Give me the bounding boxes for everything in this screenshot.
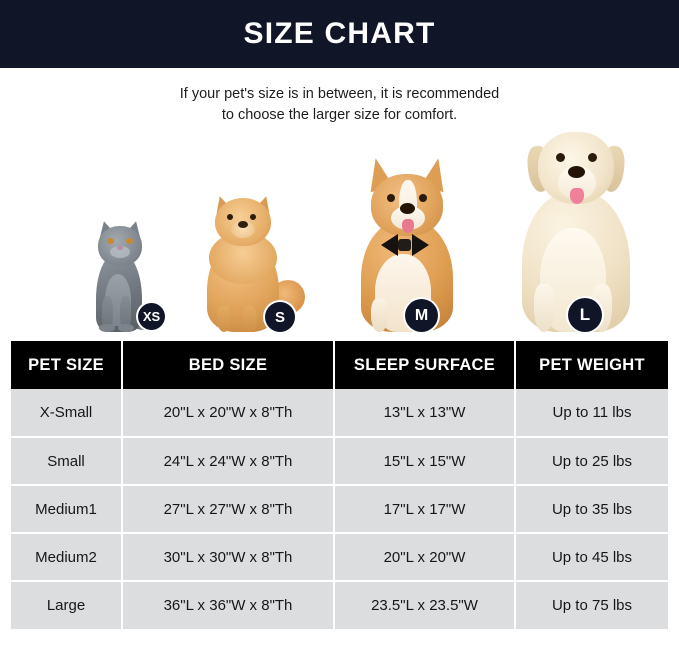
cell-pet-weight: Up to 11 lbs [515, 389, 668, 438]
golden-leg-left [534, 284, 554, 332]
corgi-tongue [402, 219, 414, 233]
cat-eye-left [107, 238, 114, 244]
golden-nose [568, 166, 585, 178]
column-header-bed-size: BED SIZE [122, 341, 335, 389]
pomeranian-art [185, 182, 305, 332]
golden-retriever-illustration: L [500, 120, 650, 332]
cell-pet-weight: Up to 25 lbs [515, 437, 668, 486]
corgi-leg-left [371, 298, 388, 332]
size-badge-xs: XS [138, 303, 165, 330]
cell-sleep-surface: 20"L x 20"W [334, 533, 516, 582]
column-header-sleep-surface: SLEEP SURFACE [334, 341, 516, 389]
golden-eye-right [588, 153, 597, 162]
cat-front-leg-left [102, 296, 113, 332]
header-banner: SIZE CHART [0, 0, 679, 68]
table-row: Medium1 27"L x 27"W x 8"Th 17"L x 17"W U… [11, 485, 668, 534]
size-table-container: PET SIZE BED SIZE SLEEP SURFACE PET WEIG… [11, 341, 668, 662]
cat-art [72, 212, 167, 332]
cell-pet-size: X-Small [11, 389, 123, 438]
pomeranian-eye-right [250, 214, 256, 220]
subtitle-text: If your pet's size is in between, it is … [0, 84, 679, 126]
table-row: Small 24"L x 24"W x 8"Th 15"L x 15"W Up … [11, 437, 668, 486]
cell-sleep-surface: 13"L x 13"W [334, 389, 516, 438]
table-row: Medium2 30"L x 30"W x 8"Th 20"L x 20"W U… [11, 533, 668, 582]
cat-paw-left [99, 324, 115, 332]
cell-sleep-surface: 15"L x 15"W [334, 437, 516, 486]
pomeranian-muzzle [231, 221, 255, 238]
size-badge-m: M [405, 299, 438, 332]
cell-bed-size: 27"L x 27"W x 8"Th [122, 485, 335, 534]
cell-pet-size: Small [11, 437, 123, 486]
corgi-bowtie-right-wing [412, 234, 429, 256]
gray-cat-illustration: XS [72, 212, 167, 332]
table-row: X-Small 20"L x 20"W x 8"Th 13"L x 13"W U… [11, 389, 668, 438]
cell-bed-size: 24"L x 24"W x 8"Th [122, 437, 335, 486]
corgi-illustration: M [337, 150, 477, 332]
cell-pet-weight: Up to 45 lbs [515, 533, 668, 582]
cell-sleep-surface: 23.5"L x 23.5"W [334, 581, 516, 629]
pomeranian-nose [238, 221, 248, 228]
corgi-bowtie-knot [398, 239, 411, 251]
size-table: PET SIZE BED SIZE SLEEP SURFACE PET WEIG… [11, 341, 668, 629]
cat-nose [117, 246, 123, 250]
table-header-row: PET SIZE BED SIZE SLEEP SURFACE PET WEIG… [11, 341, 668, 389]
cat-muzzle [110, 246, 130, 258]
corgi-nose [400, 203, 415, 214]
size-table-body: X-Small 20"L x 20"W x 8"Th 13"L x 13"W U… [11, 389, 668, 629]
cell-sleep-surface: 17"L x 17"W [334, 485, 516, 534]
pomeranian-leg-left [217, 306, 231, 332]
cell-pet-size: Large [11, 581, 123, 629]
size-badge-l: L [568, 298, 602, 332]
cell-pet-weight: Up to 35 lbs [515, 485, 668, 534]
corgi-eye-left [387, 194, 395, 202]
cell-pet-size: Medium1 [11, 485, 123, 534]
animal-size-illustrations: XS S [0, 120, 679, 332]
cat-paw-right [118, 324, 134, 332]
golden-tongue [570, 188, 584, 204]
cat-eye-right [126, 238, 133, 244]
corgi-bowtie-left-wing [381, 234, 398, 256]
pomeranian-illustration: S [185, 182, 305, 332]
pomeranian-leg-right [243, 306, 257, 332]
cell-bed-size: 20"L x 20"W x 8"Th [122, 389, 335, 438]
corgi-art [337, 150, 477, 332]
cell-pet-weight: Up to 75 lbs [515, 581, 668, 629]
golden-eye-left [556, 153, 565, 162]
subtitle-line-1: If your pet's size is in between, it is … [179, 86, 500, 102]
table-row: Large 36"L x 36"W x 8"Th 23.5"L x 23.5"W… [11, 581, 668, 629]
size-table-head: PET SIZE BED SIZE SLEEP SURFACE PET WEIG… [11, 341, 668, 389]
cell-bed-size: 30"L x 30"W x 8"Th [122, 533, 335, 582]
size-badge-s: S [265, 302, 295, 332]
cell-pet-size: Medium2 [11, 533, 123, 582]
column-header-pet-size: PET SIZE [11, 341, 123, 389]
cat-front-leg-right [120, 296, 131, 332]
pomeranian-eye-left [227, 214, 233, 220]
corgi-eye-right [419, 194, 427, 202]
page-title: SIZE CHART [243, 17, 436, 50]
subtitle-line-2: to choose the larger size for comfort. [221, 107, 458, 123]
cell-bed-size: 36"L x 36"W x 8"Th [122, 581, 335, 629]
column-header-pet-weight: PET WEIGHT [515, 341, 668, 389]
